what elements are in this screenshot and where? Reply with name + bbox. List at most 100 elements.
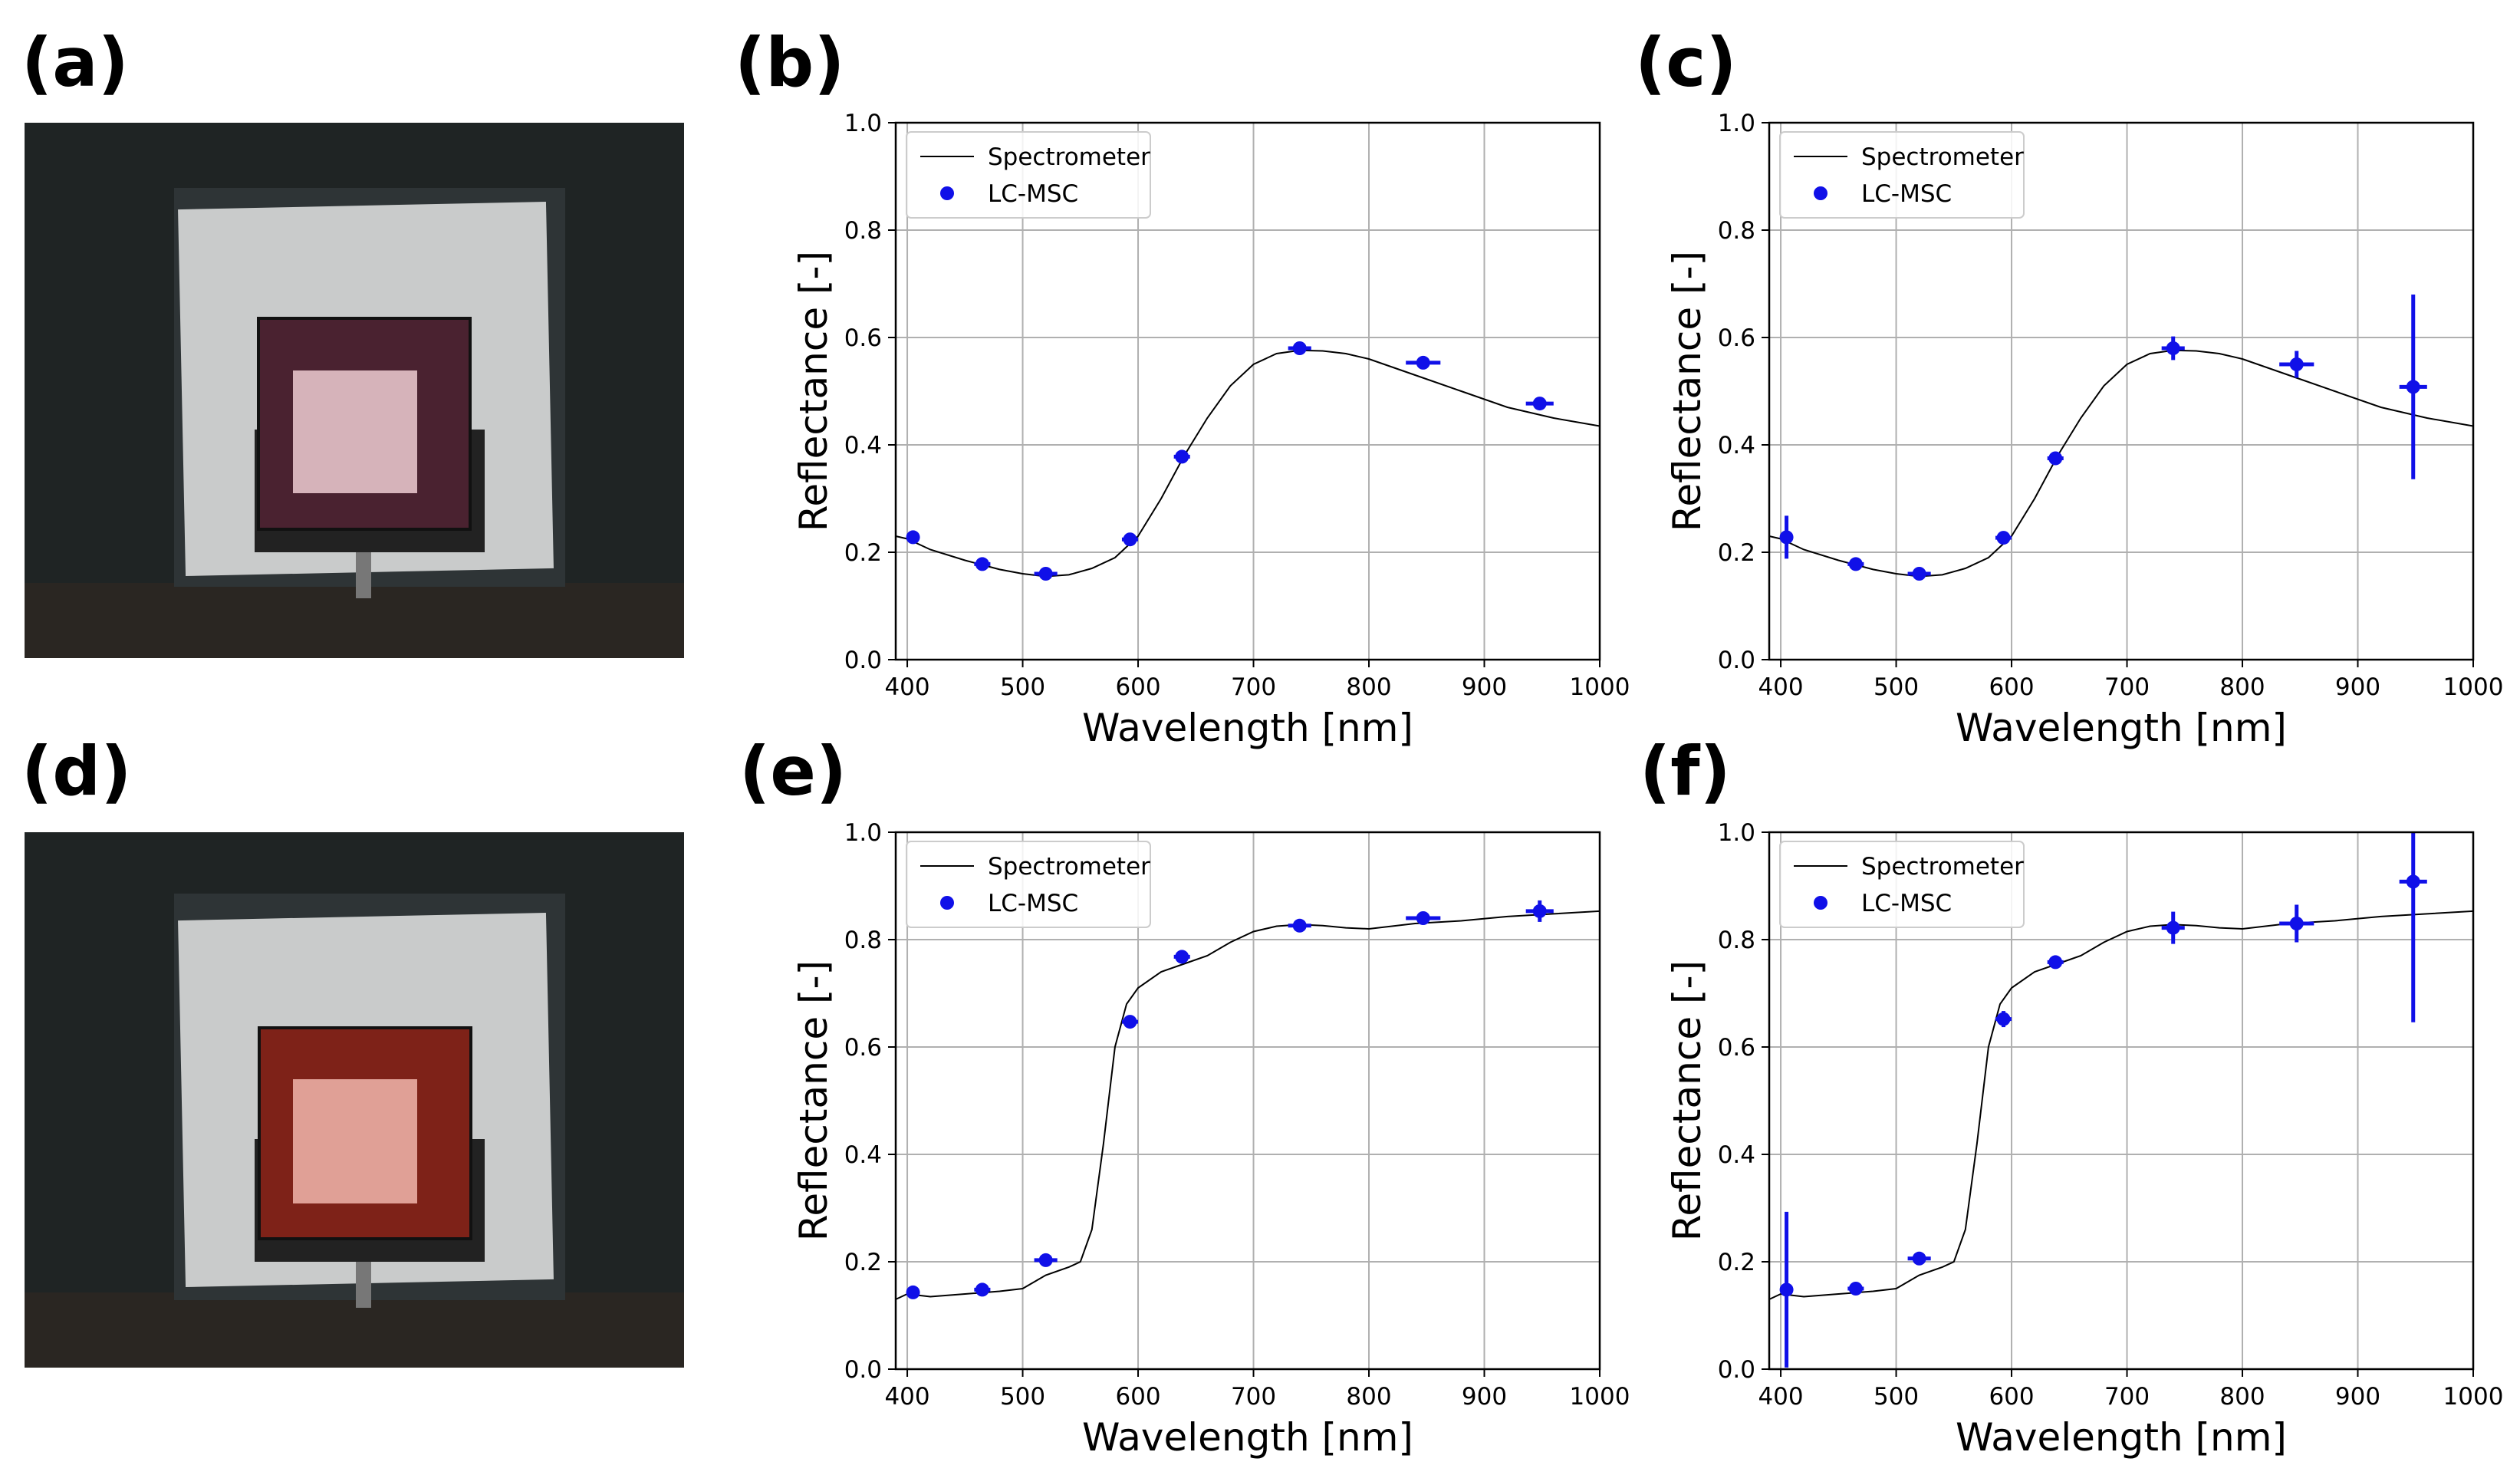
- y-tick-label: 0.2: [844, 1249, 882, 1276]
- lcmsc-point: [1912, 567, 1926, 581]
- legend-label-lcmsc: LC-MSC: [1861, 180, 1952, 208]
- axes-frame: [1768, 121, 2475, 661]
- x-tick-label: 1000: [1570, 673, 1630, 701]
- lcmsc-point: [1123, 532, 1137, 547]
- chart-b: 400 500 600 700 800 900 1000 0.0 0.2 0.4 0.6 0.8 1.0…: [791, 110, 1630, 750]
- legend-label-spectrometer: Spectrometer: [988, 143, 1150, 171]
- lcmsc-point: [1779, 1282, 1794, 1297]
- x-tick-label: 1000: [1570, 1383, 1630, 1411]
- lcmsc-point: [1996, 531, 2011, 545]
- x-tick-label: 1000: [2443, 1383, 2504, 1411]
- lcmsc-point: [1292, 918, 1307, 933]
- lcmsc-point: [1532, 904, 1547, 918]
- lcmsc-point: [1416, 911, 1430, 925]
- y-tick-label: 1.0: [844, 110, 882, 137]
- lcmsc-point: [2406, 874, 2420, 889]
- x-tick-label: 700: [2104, 1383, 2150, 1411]
- x-tick-label: 400: [1758, 673, 1803, 701]
- lcmsc-point: [1175, 950, 1189, 964]
- spectrometer-line: [1768, 349, 2474, 578]
- chart-e: 400 500 600 700 800 900 1000 0.0 0.2 0.4 0.6 0.8 1.0…: [791, 819, 1630, 1460]
- y-tick-label: 1.0: [1718, 819, 1755, 847]
- legend-point-marker: [1814, 896, 1827, 910]
- legend-point-marker: [940, 896, 954, 910]
- x-tick-label: 500: [1000, 1383, 1045, 1411]
- x-tick-label: 700: [2104, 673, 2150, 701]
- x-axis-label: Wavelength [nm]: [1082, 1415, 1413, 1460]
- photo-d: [25, 832, 684, 1368]
- x-tick-label: 400: [1758, 1383, 1803, 1411]
- axes-frame: [894, 831, 1601, 1371]
- panel-label-f: (f): [1640, 732, 1731, 811]
- lcmsc-point: [975, 557, 989, 571]
- panel-label-a: (a): [21, 23, 129, 102]
- lcmsc-point: [2289, 917, 2304, 930]
- y-tick-label: 0.0: [1718, 647, 1755, 674]
- legend-label-lcmsc: LC-MSC: [988, 180, 1078, 208]
- photo-floor: [25, 583, 684, 658]
- x-tick-label: 800: [2219, 1383, 2265, 1411]
- photo-floor: [25, 1292, 684, 1368]
- x-tick-label: 400: [884, 673, 929, 701]
- lcmsc-point: [2048, 955, 2063, 970]
- x-axis-label: Wavelength [nm]: [1956, 706, 2287, 750]
- y-tick-label: 0.8: [844, 927, 882, 954]
- x-tick-label: 400: [884, 1383, 929, 1411]
- y-tick-label: 0.4: [1718, 1141, 1755, 1169]
- x-tick-label: 700: [1231, 1383, 1276, 1411]
- x-tick-label: 600: [1989, 1383, 2034, 1411]
- lcmsc-point: [2166, 920, 2180, 935]
- spectrometer-line: [1768, 910, 2474, 1300]
- lcmsc-point: [1532, 397, 1547, 411]
- legend: Spectrometer LC-MSC: [1779, 841, 2025, 928]
- x-tick-label: 500: [1874, 673, 1919, 701]
- x-axis-label: Wavelength [nm]: [1082, 706, 1413, 750]
- spectrometer-line: [895, 349, 1600, 578]
- x-tick-label: 600: [1115, 1383, 1160, 1411]
- y-tick-label: 0.2: [1718, 1249, 1755, 1276]
- lcmsc-point: [1416, 355, 1430, 370]
- x-tick-label: 600: [1989, 673, 2034, 701]
- x-tick-label: 800: [2219, 673, 2265, 701]
- axes-frame: [1768, 831, 2475, 1371]
- y-tick-label: 0.2: [844, 539, 882, 567]
- x-tick-label: 1000: [2443, 673, 2504, 701]
- y-tick-label: 0.0: [1718, 1356, 1755, 1384]
- legend-point-marker: [940, 186, 954, 200]
- x-axis-label: Wavelength [nm]: [1956, 1415, 2287, 1460]
- y-axis-label: Reflectance [-]: [1665, 251, 1709, 532]
- y-tick-label: 0.4: [844, 432, 882, 459]
- lcmsc-point: [1848, 1282, 1863, 1296]
- lcmsc-point: [975, 1282, 989, 1297]
- panel-label-b: (b): [735, 23, 845, 102]
- legend-box: [906, 131, 1151, 219]
- photo-a: [25, 123, 684, 658]
- legend-box: [1779, 131, 2025, 219]
- lcmsc-point: [1292, 341, 1307, 355]
- y-tick-label: 0.8: [1718, 927, 1755, 954]
- chart-c: 400 500 600 700 800 900 1000 0.0 0.2 0.4 0.6 0.8 1.0…: [1665, 110, 2503, 750]
- y-tick-label: 0.0: [844, 647, 882, 674]
- lcmsc-point: [1996, 1012, 2011, 1026]
- y-tick-label: 0.6: [844, 324, 882, 352]
- y-tick-label: 0.0: [844, 1356, 882, 1384]
- x-tick-label: 900: [1462, 673, 1507, 701]
- y-tick-label: 0.4: [1718, 432, 1755, 459]
- x-tick-label: 900: [1462, 1383, 1507, 1411]
- lcmsc-point: [1123, 1015, 1137, 1029]
- lcmsc-point: [2166, 341, 2180, 355]
- spectrometer-line: [895, 910, 1600, 1300]
- lcmsc-point: [2406, 380, 2420, 394]
- target-center: [293, 1079, 417, 1203]
- x-tick-label: 700: [1231, 673, 1276, 701]
- legend-label-spectrometer: Spectrometer: [988, 853, 1150, 881]
- lcmsc-point: [2289, 357, 2304, 371]
- legend-label-spectrometer: Spectrometer: [1861, 853, 2024, 881]
- legend-label-spectrometer: Spectrometer: [1861, 143, 2024, 171]
- y-axis-label: Reflectance [-]: [1665, 960, 1709, 1241]
- legend-box: [906, 841, 1151, 928]
- lcmsc-point: [1912, 1251, 1926, 1266]
- chart-f: 400 500 600 700 800 900 1000 0.0 0.2 0.4 0.6 0.8 1.0…: [1665, 819, 2503, 1460]
- y-tick-label: 1.0: [1718, 110, 1755, 137]
